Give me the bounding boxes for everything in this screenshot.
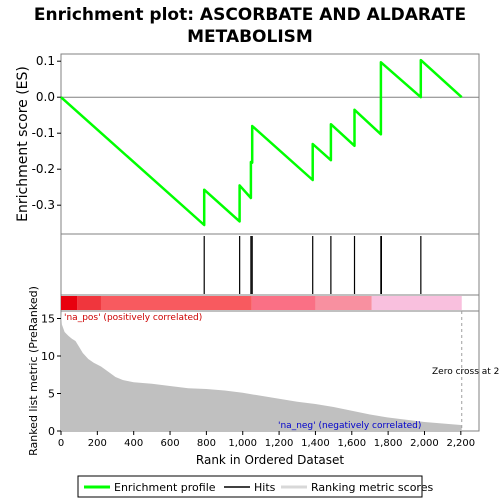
- metric-plot-layer: 0 5 10 15 0 200 400 600 800 1,000 1,200 1,400 1,600 1…: [41, 311, 475, 449]
- hits-layer: [203, 236, 422, 294]
- legend-metric-label: Ranking metric scores: [311, 481, 433, 494]
- metric-y-tick-label: 5: [48, 388, 55, 401]
- metric-y-axis-label: Ranked list metric (PreRanked): [27, 286, 40, 456]
- legend-hits-label: Hits: [254, 481, 276, 494]
- es-y-axis-label: Enrichment score (ES): [15, 66, 31, 222]
- metric-y-tick-label: 10: [41, 350, 55, 363]
- es-y-tick-label: -0.3: [32, 198, 55, 212]
- x-tick-label: 1,200: [265, 438, 294, 449]
- x-tick-label: 600: [160, 438, 179, 449]
- zero-cross-label: Zero cross at 2205: [432, 367, 500, 377]
- x-tick-label: 2,000: [410, 438, 439, 449]
- x-tick-label: 1,600: [337, 438, 366, 449]
- chart-title-line-2: METABOLISM: [187, 27, 313, 47]
- positive-correlation-label: 'na_pos' (positively correlated): [64, 313, 202, 323]
- rank-bar-segment: [77, 296, 101, 310]
- es-y-tick-label: 0.1: [36, 54, 55, 68]
- x-axis-label: Rank in Ordered Dataset: [196, 453, 344, 467]
- x-tick-label: 400: [124, 438, 143, 449]
- rank-bar-layer: [61, 296, 462, 310]
- ranking-metric-area: [61, 311, 462, 431]
- negative-correlation-label: 'na_neg' (negatively correlated): [278, 421, 421, 431]
- enrichment-profile-line: [60, 58, 463, 227]
- rank-bar-segment: [61, 296, 78, 310]
- x-tick-label: 1,800: [374, 438, 403, 449]
- x-tick-label: 1,000: [228, 438, 257, 449]
- es-panel-frame: [60, 53, 480, 235]
- rank-bar-segment: [100, 296, 252, 310]
- rank-bar-segment: [371, 296, 462, 310]
- rank-bar-segment: [251, 296, 316, 310]
- x-tick-label: 0: [58, 438, 64, 449]
- es-plot-layer: 0.1 0.0 -0.1 -0.2 -0.3: [32, 54, 479, 227]
- metric-y-tick-label: 0: [48, 425, 55, 438]
- x-tick-label: 1,400: [301, 438, 330, 449]
- metric-y-tick-label: 15: [41, 313, 55, 326]
- es-y-tick-label: 0.0: [36, 90, 55, 104]
- legend-enrichment-label: Enrichment profile: [114, 481, 216, 494]
- chart-title-line-1: Enrichment plot: ASCORBATE AND ALDARATE: [34, 5, 466, 25]
- x-tick-label: 2,200: [447, 438, 476, 449]
- hits-panel-frame: [60, 233, 480, 296]
- es-y-tick-label: -0.1: [32, 126, 55, 140]
- rank-bar-segment: [315, 296, 372, 310]
- x-tick-label: 200: [88, 438, 107, 449]
- x-tick-label: 800: [197, 438, 216, 449]
- es-y-tick-label: -0.2: [32, 162, 55, 176]
